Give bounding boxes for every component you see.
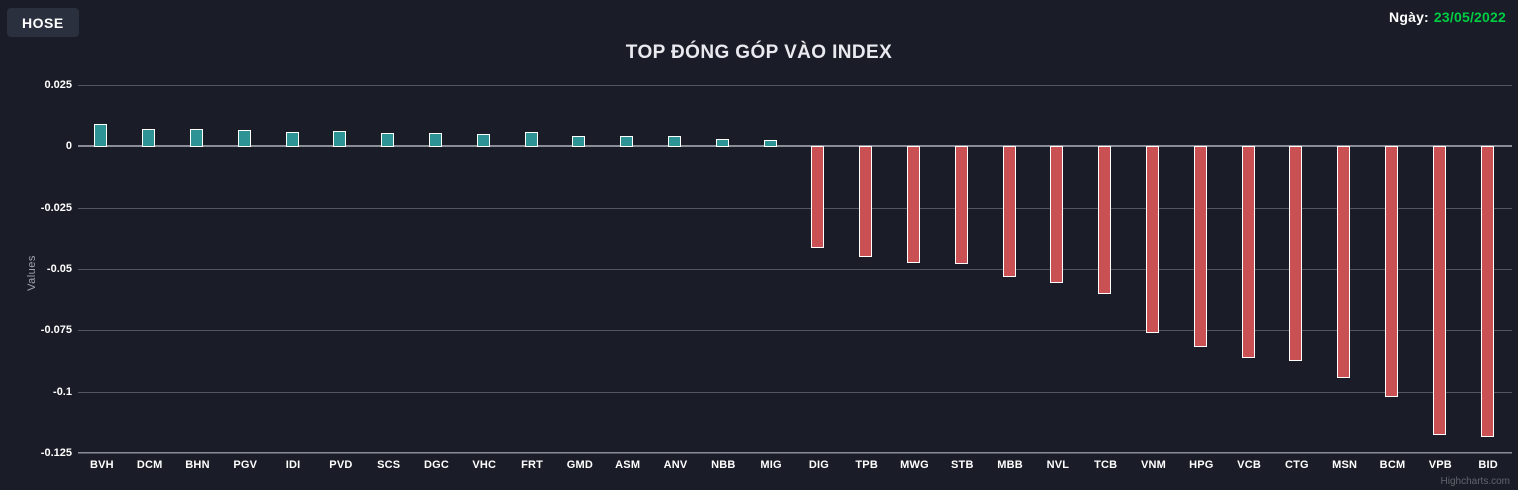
- bar-TCB[interactable]: [1098, 146, 1112, 295]
- y-tick-label: 0.025: [44, 79, 72, 91]
- y-tick-label: -0.075: [40, 324, 72, 337]
- bar-IDI[interactable]: [285, 131, 299, 148]
- x-tick-label-TCB: TCB: [1094, 459, 1118, 471]
- bar-VNM[interactable]: [1146, 146, 1159, 334]
- x-tick-label-DCM: DCM: [136, 459, 163, 471]
- bar-MWG[interactable]: [907, 146, 920, 263]
- bar-GMD[interactable]: [572, 136, 586, 148]
- gridline: [78, 453, 1512, 454]
- date-display: Ngày: 23/05/2022: [1389, 9, 1506, 25]
- bar-PGV[interactable]: [237, 130, 251, 148]
- y-tick-label: -0.05: [46, 263, 72, 275]
- bar-BID[interactable]: [1480, 146, 1494, 437]
- x-tick-label-BCM: BCM: [1379, 459, 1406, 471]
- bar-SCS[interactable]: [381, 132, 395, 148]
- x-tick-label-TPB: TPB: [855, 459, 878, 471]
- bar-MIG[interactable]: [763, 140, 777, 148]
- x-tick-label-HPG: HPG: [1189, 459, 1214, 471]
- x-tick-label-DGC: DGC: [423, 459, 450, 471]
- bar-CTG[interactable]: [1289, 146, 1303, 361]
- x-tick-label-BID: BID: [1478, 459, 1498, 471]
- bar-MSN[interactable]: [1337, 146, 1351, 379]
- x-tick-label-SCS: SCS: [377, 459, 401, 471]
- exchange-button[interactable]: HOSE: [7, 8, 79, 37]
- bar-ASM[interactable]: [620, 136, 634, 148]
- bar-MBB[interactable]: [1002, 146, 1016, 277]
- date-label: Ngày:: [1389, 9, 1429, 25]
- gridline: [78, 391, 1512, 393]
- x-tick-label-NBB: NBB: [711, 459, 736, 471]
- bar-STB[interactable]: [954, 146, 968, 265]
- highcharts-credit-link[interactable]: Highcharts.com: [1440, 476, 1510, 487]
- x-tick-label-NVL: NVL: [1046, 459, 1070, 471]
- bar-FRT[interactable]: [524, 132, 538, 148]
- x-tick-label-MWG: MWG: [900, 459, 929, 471]
- x-tick-label-VPB: VPB: [1428, 459, 1452, 471]
- gridline: [78, 85, 1512, 86]
- x-tick-label-FRT: FRT: [521, 459, 544, 471]
- gridline: [78, 330, 1512, 332]
- bar-ANV[interactable]: [668, 136, 681, 148]
- x-tick-label-BHN: BHN: [185, 459, 210, 471]
- x-tick-label-CTG: CTG: [1284, 459, 1309, 471]
- gridline: [78, 207, 1512, 209]
- bar-PVD[interactable]: [333, 131, 347, 148]
- x-tick-label-GMD: GMD: [566, 459, 594, 471]
- plot-area: [78, 85, 1512, 454]
- gridline: [78, 269, 1512, 270]
- x-tick-label-VNM: VNM: [1140, 459, 1167, 471]
- bar-BVH[interactable]: [94, 124, 108, 148]
- x-tick-label-STB: STB: [950, 459, 974, 471]
- x-tick-label-MSN: MSN: [1332, 459, 1358, 471]
- x-tick-label-DIG: DIG: [808, 459, 829, 471]
- y-tick-label: -0.125: [40, 447, 72, 459]
- x-tick-label-VHC: VHC: [472, 459, 497, 471]
- x-tick-label-BVH: BVH: [89, 459, 114, 471]
- bar-DCM[interactable]: [142, 128, 156, 148]
- y-tick-label: -0.025: [40, 201, 72, 214]
- bar-DIG[interactable]: [811, 146, 825, 249]
- bar-TPB[interactable]: [859, 146, 873, 257]
- bar-NVL[interactable]: [1050, 146, 1064, 284]
- bar-VPB[interactable]: [1432, 146, 1446, 436]
- bar-NBB[interactable]: [715, 139, 729, 148]
- chart-title: TOP ĐÓNG GÓP VÀO INDEX: [625, 42, 893, 63]
- x-tick-label-PVD: PVD: [329, 459, 353, 471]
- bar-BHN[interactable]: [190, 129, 203, 148]
- x-tick-label-PGV: PGV: [233, 459, 258, 471]
- bar-BCM[interactable]: [1385, 146, 1398, 398]
- bar-DGC[interactable]: [429, 133, 442, 148]
- x-tick-label-MBB: MBB: [997, 459, 1023, 471]
- date-value: 23/05/2022: [1433, 9, 1506, 25]
- x-tick-label-MIG: MIG: [760, 459, 782, 471]
- x-tick-label-ANV: ANV: [663, 459, 688, 471]
- bar-VCB[interactable]: [1241, 146, 1255, 359]
- x-tick-label-IDI: IDI: [285, 459, 301, 471]
- x-tick-label-ASM: ASM: [615, 459, 641, 471]
- bar-HPG[interactable]: [1193, 146, 1207, 347]
- y-tick-label: -0.1: [53, 385, 72, 398]
- y-tick-label: 0: [65, 140, 72, 153]
- zero-line: [78, 145, 1512, 148]
- bar-VHC[interactable]: [476, 134, 490, 148]
- x-tick-label-VCB: VCB: [1237, 459, 1261, 471]
